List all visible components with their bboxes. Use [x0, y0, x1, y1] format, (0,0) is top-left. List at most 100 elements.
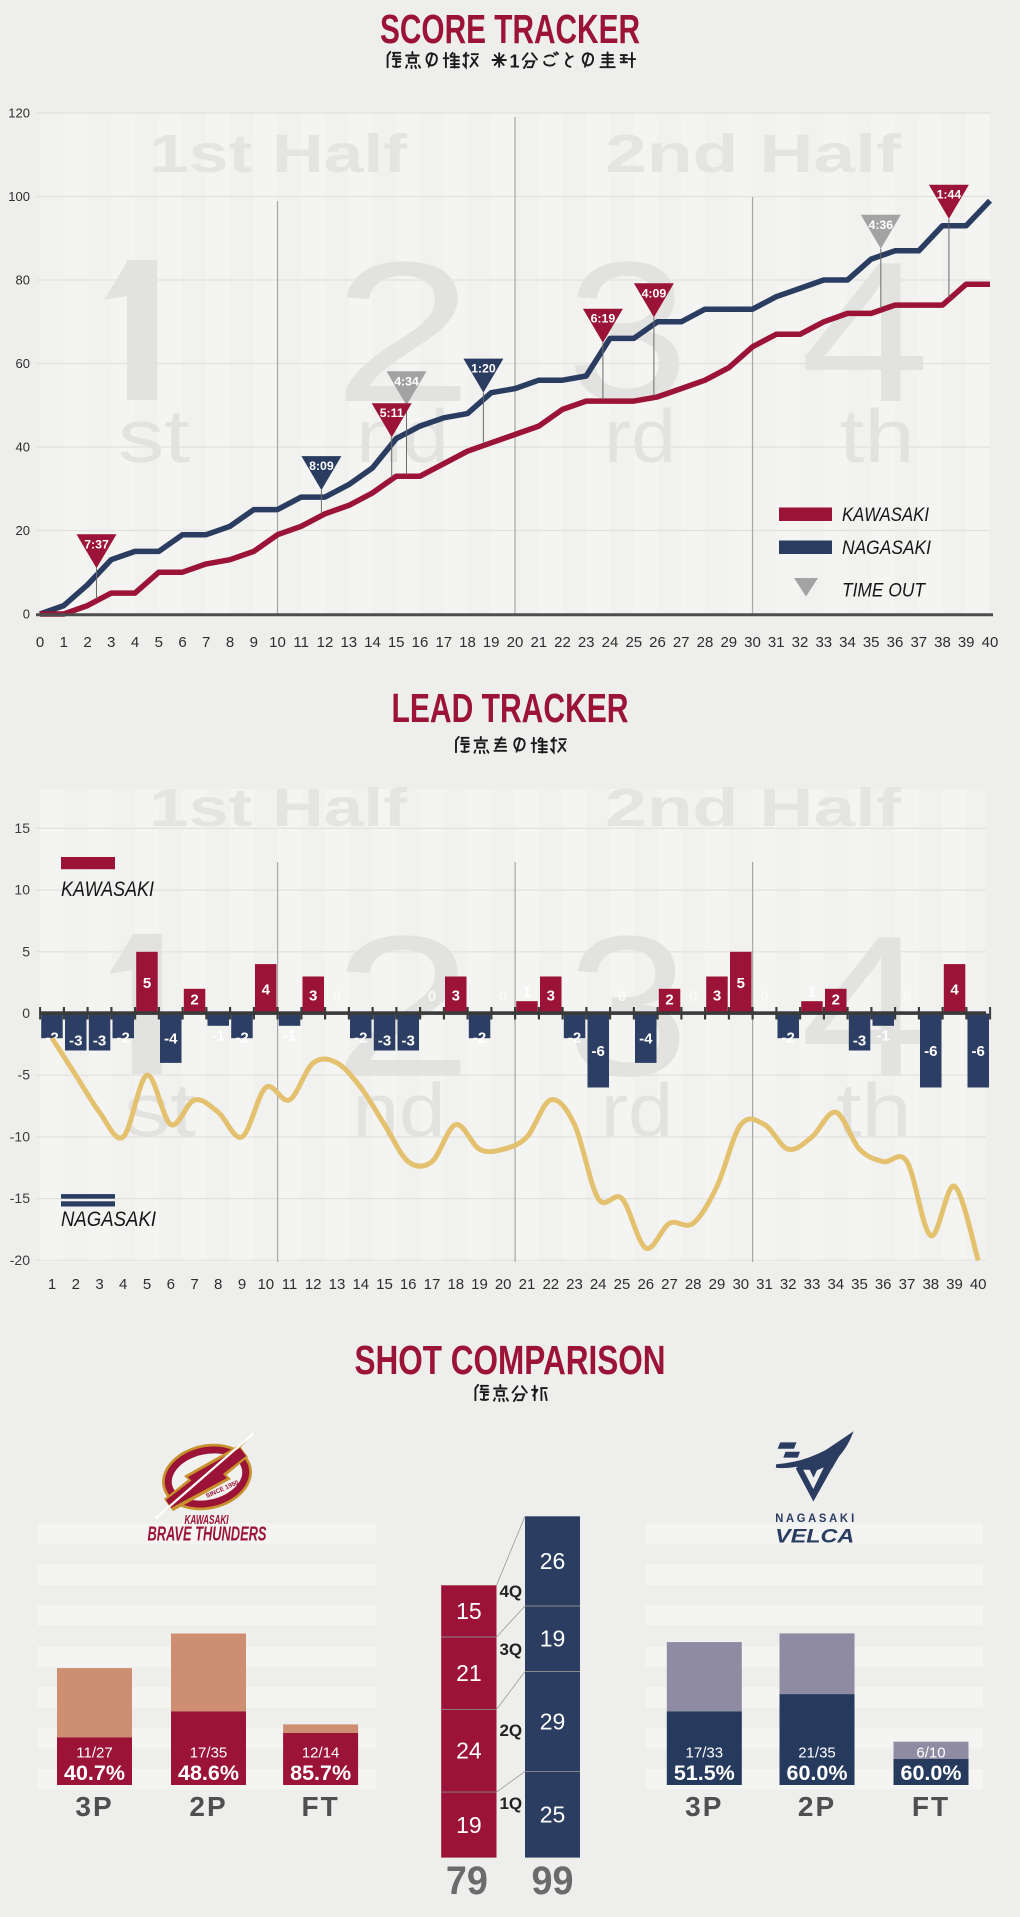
svg-text:120: 120: [8, 106, 30, 121]
svg-text:3: 3: [107, 634, 115, 651]
svg-text:99: 99: [532, 1859, 574, 1903]
svg-text:17/35: 17/35: [190, 1745, 228, 1762]
svg-text:5: 5: [155, 634, 163, 651]
svg-text:37: 37: [910, 634, 927, 651]
svg-text:40: 40: [970, 1276, 987, 1293]
svg-text:0: 0: [333, 988, 341, 1005]
svg-text:24: 24: [456, 1738, 482, 1764]
svg-text:KAWASAKI: KAWASAKI: [185, 1512, 229, 1527]
svg-text:27: 27: [661, 1276, 678, 1293]
svg-text:3: 3: [713, 988, 721, 1005]
svg-text:KAWASAKI: KAWASAKI: [61, 878, 154, 901]
svg-text:11/27: 11/27: [76, 1745, 112, 1762]
svg-text:th: th: [840, 394, 915, 478]
svg-text:31: 31: [768, 634, 785, 651]
svg-text:-2: -2: [782, 1030, 795, 1047]
svg-text:-20: -20: [10, 1252, 30, 1268]
svg-text:28: 28: [697, 634, 714, 651]
svg-text:100: 100: [8, 189, 30, 204]
svg-text:29: 29: [720, 634, 737, 651]
svg-text:1: 1: [48, 1276, 56, 1293]
svg-text:12: 12: [317, 634, 334, 651]
svg-text:9: 9: [250, 634, 258, 651]
svg-text:9: 9: [238, 1276, 246, 1293]
svg-text:25: 25: [625, 634, 642, 651]
svg-text:48.6%: 48.6%: [178, 1761, 239, 1785]
svg-text:BRAVE THUNDERS: BRAVE THUNDERS: [148, 1524, 267, 1546]
svg-text:36: 36: [887, 634, 904, 651]
svg-text:4Q: 4Q: [499, 1582, 522, 1601]
svg-text:-1: -1: [283, 1028, 296, 1045]
svg-text:30: 30: [732, 1276, 749, 1293]
svg-text:7:37: 7:37: [84, 537, 109, 551]
svg-text:0: 0: [760, 988, 768, 1005]
svg-text:28: 28: [685, 1276, 702, 1293]
svg-text:21/35: 21/35: [798, 1745, 836, 1762]
svg-text:23: 23: [578, 634, 595, 651]
svg-text:-4: -4: [164, 1031, 178, 1048]
svg-text:40: 40: [16, 440, 30, 455]
svg-text:10: 10: [257, 1276, 274, 1293]
svg-text:4: 4: [950, 981, 959, 998]
svg-text:2nd Half: 2nd Half: [605, 778, 902, 838]
svg-text:th: th: [837, 1068, 912, 1152]
svg-text:22: 22: [554, 634, 571, 651]
svg-text:3: 3: [309, 988, 317, 1005]
svg-text:35: 35: [863, 634, 880, 651]
svg-text:1: 1: [808, 984, 816, 1001]
svg-text:-3: -3: [378, 1033, 391, 1050]
svg-text:KAWASAKI: KAWASAKI: [842, 504, 930, 526]
svg-text:3: 3: [95, 1276, 103, 1293]
svg-text:-10: -10: [10, 1128, 30, 1144]
svg-text:19: 19: [456, 1812, 482, 1838]
svg-text:19: 19: [483, 634, 500, 651]
svg-text:24: 24: [590, 1276, 607, 1293]
svg-text:19: 19: [471, 1276, 488, 1293]
svg-text:5:11: 5:11: [380, 406, 404, 420]
svg-text:1:44: 1:44: [937, 188, 962, 202]
svg-text:rd: rd: [604, 394, 676, 478]
svg-text:4:34: 4:34: [394, 374, 419, 388]
svg-text:60: 60: [16, 356, 30, 371]
svg-text:3: 3: [547, 988, 555, 1005]
svg-text:2: 2: [83, 634, 91, 651]
svg-text:4:09: 4:09: [642, 286, 667, 300]
svg-text:-15: -15: [10, 1190, 30, 1206]
svg-text:11: 11: [282, 1276, 298, 1293]
svg-text:16: 16: [400, 1276, 417, 1293]
svg-text:25: 25: [614, 1276, 631, 1293]
svg-text:3: 3: [567, 221, 689, 444]
svg-text:4: 4: [262, 981, 271, 998]
svg-text:FT: FT: [912, 1791, 950, 1822]
svg-text:0: 0: [428, 988, 436, 1005]
svg-text:38: 38: [922, 1276, 939, 1293]
svg-text:7: 7: [202, 634, 210, 651]
svg-text:4: 4: [119, 1276, 127, 1293]
svg-text:FT: FT: [301, 1791, 339, 1822]
svg-text:-6: -6: [972, 1043, 985, 1060]
svg-text:79: 79: [446, 1859, 488, 1903]
svg-text:-1: -1: [212, 1028, 225, 1045]
svg-text:80: 80: [16, 273, 30, 288]
svg-text:15: 15: [14, 820, 30, 836]
svg-text:39: 39: [946, 1276, 963, 1293]
svg-text:18: 18: [447, 1276, 464, 1293]
svg-text:0: 0: [689, 988, 697, 1005]
svg-text:12: 12: [305, 1276, 322, 1293]
svg-text:1st Half: 1st Half: [149, 778, 408, 838]
svg-text:13: 13: [329, 1276, 346, 1293]
svg-text:18: 18: [459, 634, 476, 651]
svg-text:20: 20: [507, 634, 524, 651]
svg-text:0: 0: [23, 607, 30, 622]
svg-text:2Q: 2Q: [499, 1721, 522, 1740]
svg-text:21: 21: [456, 1660, 482, 1686]
svg-text:85.7%: 85.7%: [290, 1761, 351, 1785]
svg-text:40: 40: [982, 634, 999, 651]
svg-text:37: 37: [899, 1276, 916, 1293]
svg-text:26: 26: [540, 1548, 566, 1574]
svg-text:0: 0: [903, 988, 911, 1005]
svg-text:3Q: 3Q: [499, 1640, 522, 1659]
svg-text:36: 36: [875, 1276, 892, 1293]
svg-text:60.0%: 60.0%: [901, 1761, 962, 1785]
svg-text:4: 4: [800, 221, 930, 444]
